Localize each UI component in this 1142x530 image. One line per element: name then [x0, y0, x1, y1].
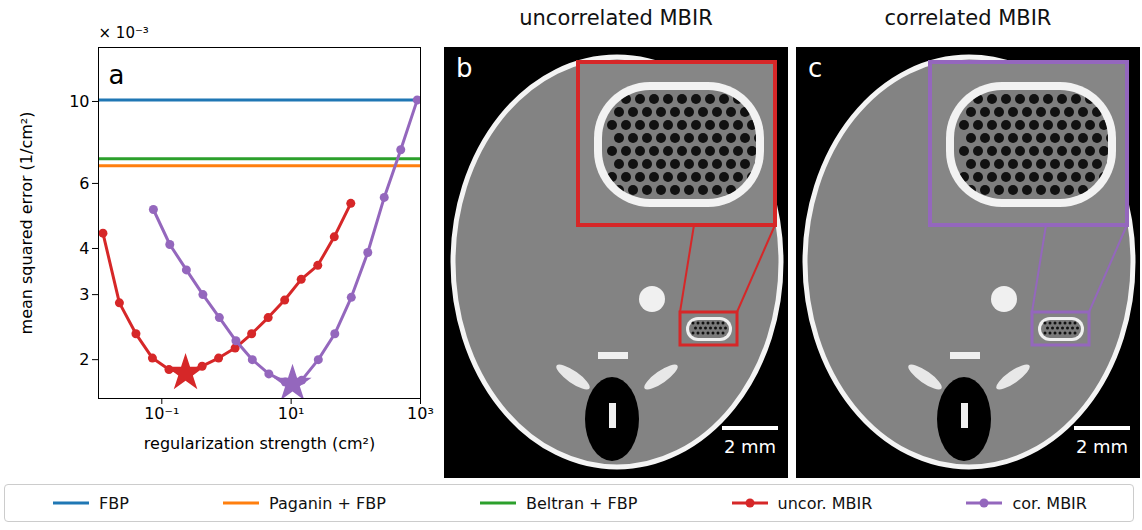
svg-text:b: b — [456, 53, 473, 83]
svg-text:2: 2 — [79, 350, 89, 369]
svg-text:2 mm: 2 mm — [724, 436, 776, 457]
html-text:uncor. MBIR: uncor. MBIR — [777, 493, 873, 513]
svg-text:3: 3 — [79, 285, 89, 304]
svg-text:regularization strength (cm²): regularization strength (cm²) — [144, 434, 375, 453]
svg-text:mean squared error (1/cm²): mean squared error (1/cm²) — [17, 112, 36, 335]
svg-text:10¹: 10¹ — [278, 404, 305, 423]
svg-text:2 mm: 2 mm — [1076, 436, 1128, 457]
svg-text:6: 6 — [79, 174, 89, 193]
svg-text:10: 10 — [69, 92, 89, 111]
html-text:cor. MBIR: cor. MBIR — [1012, 493, 1087, 513]
html-text:Paganin + FBP: Paganin + FBP — [269, 493, 386, 513]
html-text:Beltran + FBP: Beltran + FBP — [526, 493, 638, 513]
svg-text:a: a — [109, 60, 125, 90]
html-text:uncorrelated MBIR: uncorrelated MBIR — [519, 6, 713, 30]
html-text:correlated MBIR: correlated MBIR — [884, 6, 1052, 30]
svg-text:10⁻¹: 10⁻¹ — [144, 404, 179, 423]
svg-text:4: 4 — [79, 239, 89, 258]
svg-text:× 10⁻³: × 10⁻³ — [99, 24, 149, 42]
svg-text:c: c — [808, 53, 822, 83]
html-text:FBP: FBP — [99, 493, 129, 513]
svg-text:10³: 10³ — [407, 404, 434, 423]
